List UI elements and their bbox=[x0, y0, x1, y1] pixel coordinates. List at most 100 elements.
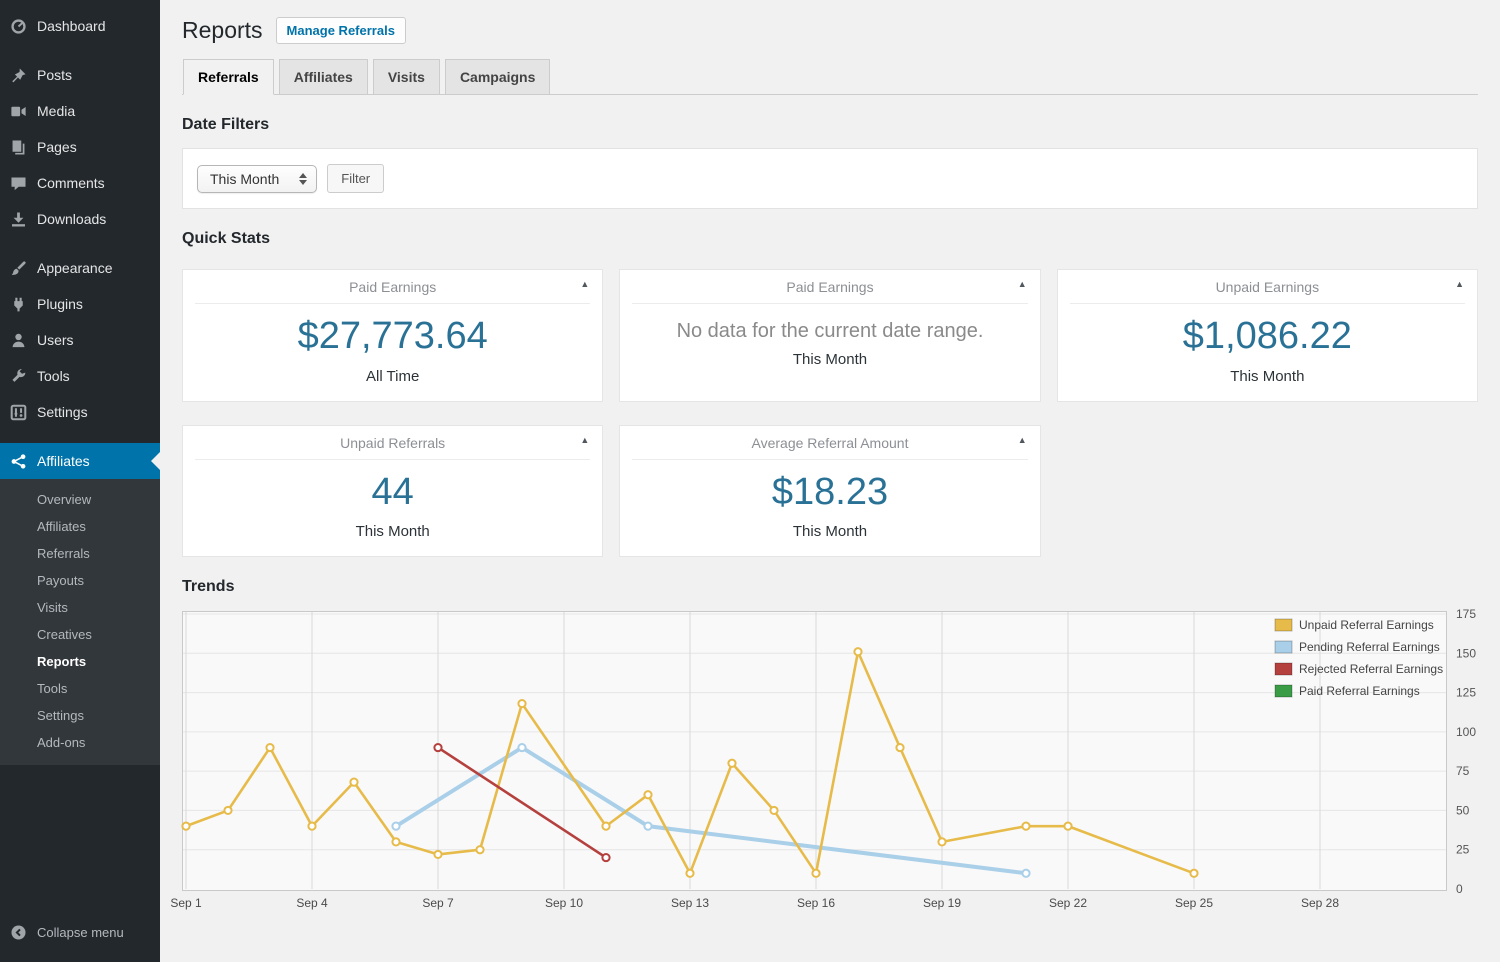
stat-value: 44 bbox=[371, 470, 414, 513]
affiliates-network-icon bbox=[8, 451, 28, 471]
collapse-triangle-icon[interactable]: ▲ bbox=[1455, 279, 1464, 290]
stat-card-title: Unpaid Earnings bbox=[1215, 279, 1320, 296]
svg-text:25: 25 bbox=[1456, 843, 1470, 857]
manage-referrals-button[interactable]: Manage Referrals bbox=[275, 17, 406, 45]
date-range-select[interactable]: This Month bbox=[197, 164, 318, 193]
svg-text:75: 75 bbox=[1456, 764, 1470, 778]
sidebar-item-label: Comments bbox=[37, 175, 105, 191]
collapse-triangle-icon[interactable]: ▲ bbox=[580, 279, 590, 290]
download-icon bbox=[8, 209, 28, 229]
svg-text:Sep 16: Sep 16 bbox=[797, 896, 835, 910]
stat-card-unpaid-referralsthis-month: Unpaid Referrals ▲ 44 This Month bbox=[182, 424, 604, 558]
stat-value: $18.23 bbox=[771, 470, 889, 513]
sidebar-item-label: Users bbox=[37, 332, 74, 348]
sidebar-submenu-add-ons[interactable]: Add-ons bbox=[37, 735, 86, 750]
svg-text:Sep 13: Sep 13 bbox=[671, 896, 709, 910]
stat-period-label: This Month bbox=[792, 523, 868, 541]
sidebar-item-downloads[interactable]: Downloads bbox=[0, 201, 160, 237]
filter-button[interactable]: Filter bbox=[327, 164, 385, 194]
report-tabs: Referrals Affiliates Visits Campaigns bbox=[182, 59, 1478, 96]
stat-card-title: Paid Earnings bbox=[349, 279, 437, 296]
current-item-arrow bbox=[151, 452, 160, 470]
sidebar-submenu-creatives[interactable]: Creatives bbox=[37, 627, 92, 642]
legend-item-unpaid-referral-earnings: Unpaid Referral Earnings bbox=[1274, 618, 1434, 632]
sidebar-item-label: Downloads bbox=[37, 211, 107, 227]
pushpin-icon bbox=[8, 65, 28, 85]
sidebar-submenu-referrals[interactable]: Referrals bbox=[37, 546, 90, 561]
main-content: Reports Manage Referrals Referrals Affili… bbox=[160, 0, 1500, 962]
stat-card-title: Paid Earnings bbox=[786, 279, 874, 296]
sidebar-item-pages[interactable]: Pages bbox=[0, 129, 160, 165]
svg-text:Sep 10: Sep 10 bbox=[545, 896, 583, 910]
stat-empty-message: No data for the current date range. bbox=[676, 320, 984, 343]
svg-text:50: 50 bbox=[1456, 804, 1470, 818]
collapse-arrow-icon bbox=[8, 922, 28, 942]
sidebar-item-label: Settings bbox=[37, 404, 88, 420]
stat-period-label: All Time bbox=[365, 367, 420, 385]
sidebar-submenu-overview[interactable]: Overview bbox=[37, 492, 92, 507]
sidebar-item-label: Plugins bbox=[37, 296, 83, 312]
sidebar-item-label: Tools bbox=[37, 368, 70, 384]
sidebar-item-users[interactable]: Users bbox=[0, 322, 160, 358]
svg-text:Paid Referral Earnings: Paid Referral Earnings bbox=[1299, 684, 1420, 698]
quick-stats-heading: Quick Stats bbox=[182, 230, 271, 248]
collapse-triangle-icon[interactable]: ▲ bbox=[580, 434, 590, 445]
settings-icon bbox=[8, 402, 28, 422]
brush-icon bbox=[8, 258, 28, 278]
sidebar-item-settings[interactable]: Settings bbox=[0, 394, 160, 430]
trends-chart: 175 150 125 100 75 50 25 0 Sep 1 Sep 4 Sep 7 Sep 10… bbox=[170, 607, 1478, 915]
sidebar-submenu-settings[interactable]: Settings bbox=[37, 708, 84, 723]
stat-period-label: This Month bbox=[355, 523, 430, 541]
svg-text:Sep 1: Sep 1 bbox=[170, 896, 202, 910]
sidebar-item-label: Posts bbox=[37, 67, 73, 83]
wrench-icon bbox=[8, 366, 28, 386]
sidebar-submenu-reports[interactable]: Reports bbox=[37, 654, 87, 669]
stat-value: $27,773.64 bbox=[297, 315, 488, 358]
sidebar-submenu-tools[interactable]: Tools bbox=[37, 681, 68, 696]
sidebar-submenu-payouts[interactable]: Payouts bbox=[37, 573, 84, 588]
svg-text:Sep 22: Sep 22 bbox=[1049, 896, 1087, 910]
sidebar-item-comments[interactable]: Comments bbox=[0, 165, 160, 201]
stat-card-title: Unpaid Referrals bbox=[340, 434, 446, 451]
admin-sidebar: Dashboard Posts Media Pages Comments Download… bbox=[0, 0, 160, 962]
sidebar-item-plugins[interactable]: Plugins bbox=[0, 286, 160, 322]
sidebar-item-tools[interactable]: Tools bbox=[0, 358, 160, 394]
collapse-menu-button[interactable]: Collapse menu bbox=[0, 914, 160, 950]
sidebar-item-affiliates[interactable]: Affiliates bbox=[0, 443, 160, 479]
svg-text:Sep 7: Sep 7 bbox=[422, 896, 454, 910]
date-range-select-value: This Month bbox=[210, 170, 280, 187]
stat-card-average-referral-amountthis-month: Average Referral Amount ▲ $18.23 This Month bbox=[619, 424, 1041, 558]
svg-text:Sep 28: Sep 28 bbox=[1301, 896, 1339, 910]
media-icon bbox=[8, 101, 28, 121]
tab-campaigns[interactable]: Campaigns bbox=[444, 59, 551, 95]
tab-visits[interactable]: Visits bbox=[372, 59, 440, 95]
collapse-triangle-icon[interactable]: ▲ bbox=[1017, 279, 1027, 290]
select-arrows-icon bbox=[299, 172, 308, 185]
svg-text:Sep 4: Sep 4 bbox=[296, 896, 328, 910]
sidebar-item-dashboard[interactable]: Dashboard bbox=[0, 8, 160, 44]
tab-affiliates[interactable]: Affiliates bbox=[278, 59, 368, 95]
svg-text:125: 125 bbox=[1456, 686, 1476, 700]
svg-text:0: 0 bbox=[1456, 882, 1463, 896]
user-icon bbox=[8, 330, 28, 350]
svg-text:Unpaid Referral Earnings: Unpaid Referral Earnings bbox=[1299, 618, 1434, 632]
stat-card-unpaid-earningsthis-month: Unpaid Earnings ▲ $1,086.22 This Month bbox=[1056, 269, 1478, 402]
stat-card-paid-earningsall-time: Paid Earnings ▲ $27,773.64 All Time bbox=[182, 269, 604, 402]
stat-period-label: This Month bbox=[792, 351, 868, 369]
sidebar-item-appearance[interactable]: Appearance bbox=[0, 250, 160, 286]
collapse-triangle-icon[interactable]: ▲ bbox=[1017, 434, 1027, 445]
sidebar-submenu-affiliates[interactable]: Affiliates bbox=[37, 519, 86, 534]
date-filters-heading: Date Filters bbox=[182, 116, 270, 134]
trends-heading: Trends bbox=[182, 578, 235, 596]
sidebar-item-label: Affiliates bbox=[37, 453, 90, 469]
svg-text:150: 150 bbox=[1456, 647, 1476, 661]
tab-referrals[interactable]: Referrals bbox=[183, 59, 274, 96]
sidebar-submenu-visits[interactable]: Visits bbox=[37, 600, 68, 615]
collapse-menu-label: Collapse menu bbox=[37, 924, 124, 940]
affiliates-submenu: Overview Affiliates Referrals Payouts Visits… bbox=[0, 479, 160, 765]
svg-text:100: 100 bbox=[1456, 725, 1476, 739]
sidebar-item-posts[interactable]: Posts bbox=[0, 57, 160, 93]
legend-item-pending-referral-earnings: Pending Referral Earnings bbox=[1274, 640, 1440, 654]
sidebar-item-media[interactable]: Media bbox=[0, 93, 160, 129]
